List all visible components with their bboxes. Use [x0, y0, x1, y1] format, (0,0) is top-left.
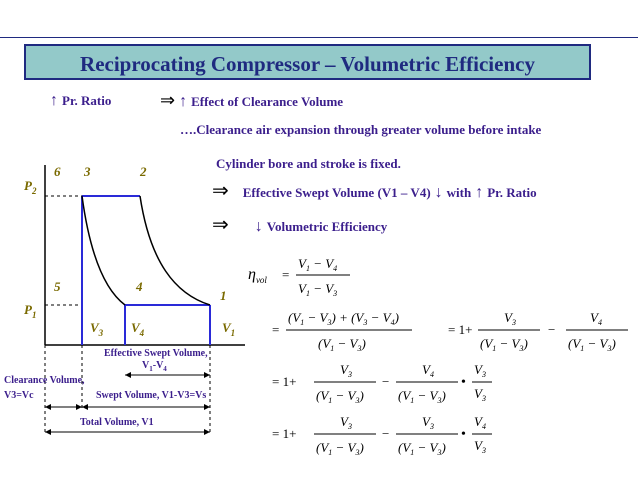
- fraction-den: (V1 − V3): [316, 440, 364, 457]
- point-5: 5: [54, 279, 61, 294]
- equals-sign: =: [272, 322, 279, 337]
- implies-icon: ⇒: [212, 214, 229, 236]
- down-arrow-icon: ↓: [254, 218, 263, 235]
- swept-volume-label: Effective Swept Volume (V1 – V4): [242, 185, 431, 200]
- vol-eff-line: ⇒ ↓ Volumetric Efficiency: [212, 212, 387, 237]
- effect-label: Effect of Clearance Volume: [191, 94, 344, 109]
- v3-label: V3: [90, 320, 104, 338]
- eff-swept-label-2: V1-V4: [142, 360, 167, 373]
- swept-volume-line: ⇒ Effective Swept Volume (V1 – V4) ↓ wit…: [212, 178, 537, 203]
- fraction-den: V3: [474, 386, 486, 403]
- point-3: 3: [83, 164, 91, 179]
- point-1: 1: [220, 288, 227, 303]
- arrowhead-icon: [82, 404, 88, 410]
- expansion-curve: [81, 195, 126, 306]
- arrowhead-icon: [125, 372, 131, 378]
- eta-symbol: ηvol: [248, 266, 267, 285]
- fraction-den: (V1 − V3): [398, 388, 446, 405]
- v4-label: V4: [131, 320, 145, 338]
- top-rule: [0, 37, 638, 38]
- clearance-expansion-note: ….Clearance air expansion through greate…: [180, 122, 542, 137]
- minus-sign: −: [548, 322, 555, 337]
- down-arrow-icon: ↓: [434, 184, 443, 201]
- fraction-num: V3: [422, 414, 434, 431]
- pr-ratio-label: Pr. Ratio: [62, 93, 112, 108]
- point-4: 4: [135, 279, 143, 294]
- fraction-num: V3: [340, 362, 352, 379]
- bore-fixed-note: Cylinder bore and stroke is fixed.: [216, 156, 401, 171]
- minus-sign: −: [382, 426, 389, 441]
- point-6: 6: [54, 164, 61, 179]
- compression-curve: [139, 195, 211, 306]
- fraction-den: V1 − V3: [298, 281, 337, 298]
- fraction-den: (V1 − V3): [318, 336, 366, 353]
- implies-icon: ⇒: [212, 180, 229, 202]
- fraction-den: (V1 − V3): [398, 440, 446, 457]
- pr-ratio-label: Pr. Ratio: [487, 185, 537, 200]
- fraction-den: V3: [474, 438, 486, 455]
- up-arrow-icon: ↑: [179, 93, 188, 110]
- one-plus: = 1+: [272, 426, 296, 441]
- fraction-num: V4: [422, 362, 434, 379]
- fraction-den: (V1 − V3): [568, 336, 616, 353]
- implies-icon: ⇒: [160, 90, 176, 110]
- point-2: 2: [139, 164, 147, 179]
- fraction-num: V4: [474, 414, 486, 431]
- pr-ratio-line: ↑ Pr. Ratio: [50, 92, 111, 110]
- minus-sign: −: [382, 374, 389, 389]
- effect-line: ⇒ ↑ Effect of Clearance Volume: [160, 90, 343, 111]
- fraction-den: (V1 − V3): [316, 388, 364, 405]
- fraction-num: V1 − V4: [298, 256, 337, 273]
- p2-label: P2: [24, 178, 37, 196]
- clearance-label-2: V3=Vc: [4, 390, 34, 401]
- fraction-num: V4: [590, 310, 602, 327]
- vol-eff-label: Volumetric Efficiency: [266, 219, 388, 234]
- clearance-label-1: Clearance Volume,: [4, 375, 85, 386]
- arrowhead-icon: [76, 404, 82, 410]
- dot-icon: •: [461, 375, 466, 390]
- fraction-num: V3: [504, 310, 516, 327]
- fraction-num: (V1 − V3) + (V3 − V4): [288, 310, 399, 327]
- up-arrow-icon: ↑: [50, 92, 58, 109]
- arrowhead-icon: [45, 429, 51, 435]
- one-plus: = 1+: [272, 374, 296, 389]
- total-label: Total Volume, V1: [80, 417, 154, 428]
- with-label: with: [446, 185, 472, 200]
- p1-label: P1: [24, 302, 36, 320]
- arrowhead-icon: [204, 429, 210, 435]
- one-plus: = 1+: [448, 322, 472, 337]
- fraction-num: V3: [340, 414, 352, 431]
- arrowhead-icon: [45, 404, 51, 410]
- eff-swept-label-1: Effective Swept Volume,: [104, 348, 208, 359]
- up-arrow-icon: ↑: [475, 184, 484, 201]
- arrowhead-icon: [204, 404, 210, 410]
- v1-label: V1: [222, 320, 235, 338]
- page-title: Reciprocating Compressor – Volumetric Ef…: [80, 52, 535, 76]
- title-banner: Reciprocating Compressor – Volumetric Ef…: [24, 44, 591, 80]
- arrowhead-icon: [204, 372, 210, 378]
- dot-icon: •: [461, 427, 466, 442]
- equals-sign: =: [282, 267, 289, 282]
- fraction-num: V3: [474, 362, 486, 379]
- fraction-den: (V1 − V3): [480, 336, 528, 353]
- swept-label: Swept Volume, V1-V3=Vs: [96, 390, 206, 401]
